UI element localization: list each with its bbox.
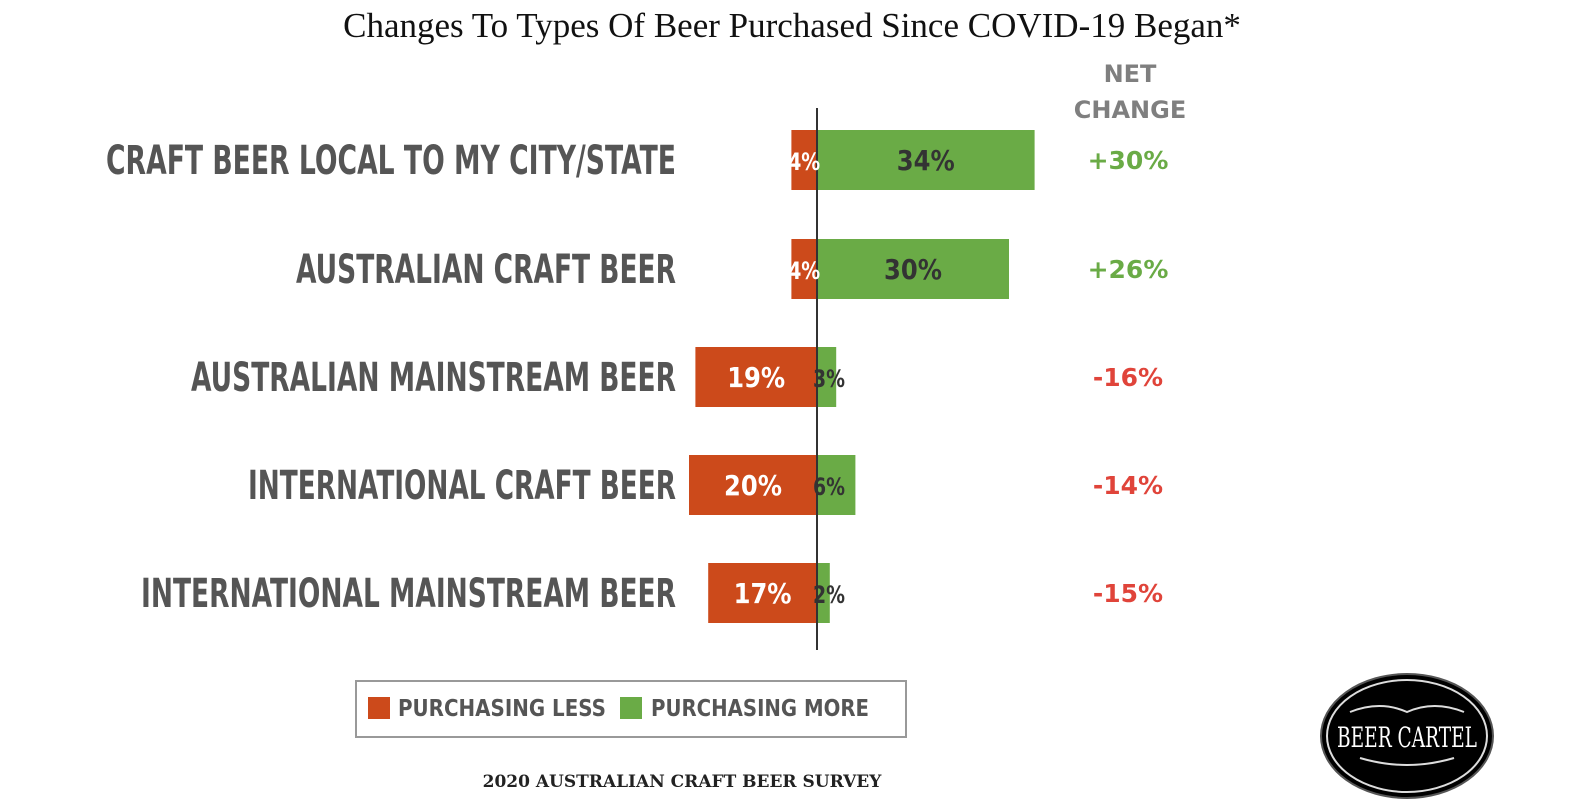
net-change-value: -14% (1093, 471, 1163, 500)
logo-text: BEER CARTEL (1337, 721, 1477, 754)
bar-purchasing-more (817, 239, 1009, 299)
bar-purchasing-more (817, 347, 837, 407)
net-change-value: +26% (1088, 255, 1169, 284)
net-change-value: -16% (1093, 363, 1163, 392)
bar-purchasing-less (708, 563, 817, 623)
legend-swatch-less (368, 697, 390, 719)
survey-note: 2020 AUSTRALIAN CRAFT BEER SURVEY (483, 772, 883, 792)
bars-layer (689, 130, 1035, 623)
legend-swatch-more (620, 697, 642, 719)
bar-purchasing-less (791, 130, 817, 190)
beer-cartel-logo: BEER CARTEL (1320, 673, 1494, 799)
bar-label-less: 17% (734, 577, 792, 610)
category-label: AUSTRALIAN CRAFT BEER (296, 247, 676, 293)
legend-label-less: PURCHASING LESS (398, 696, 606, 722)
bar-label-less: 20% (724, 469, 782, 502)
category-label: AUSTRALIAN MAINSTREAM BEER (191, 355, 676, 401)
bar-label-less: 4% (788, 257, 820, 285)
bar-label-more: 6% (813, 473, 845, 501)
bar-purchasing-less (689, 455, 817, 515)
net-change-header-line2: CHANGE (1074, 96, 1186, 124)
net-change-value: +30% (1088, 146, 1169, 175)
bar-label-more: 2% (813, 581, 845, 609)
bar-purchasing-less (695, 347, 817, 407)
bar-label-more: 30% (884, 253, 942, 286)
bar-purchasing-more (817, 130, 1035, 190)
category-label: INTERNATIONAL CRAFT BEER (248, 463, 676, 509)
legend-label-more: PURCHASING MORE (651, 696, 869, 722)
net-change-value: -15% (1093, 579, 1163, 608)
labels-layer: CRAFT BEER LOCAL TO MY CITY/STATE 4% 34% +3… (106, 138, 1168, 617)
legend: PURCHASING LESS PURCHASING MORE (355, 680, 907, 738)
bar-label-less: 19% (727, 361, 785, 394)
bar-label-more: 34% (897, 144, 955, 177)
chart-title: Changes To Types Of Beer Purchased Since… (343, 6, 1241, 45)
category-label: INTERNATIONAL MAINSTREAM BEER (141, 571, 676, 617)
net-change-header-line1: NET (1104, 60, 1157, 88)
bar-purchasing-less (791, 239, 817, 299)
category-label: CRAFT BEER LOCAL TO MY CITY/STATE (106, 138, 676, 184)
bar-purchasing-more (817, 563, 830, 623)
bar-label-more: 3% (813, 365, 845, 393)
bar-label-less: 4% (788, 148, 820, 176)
bar-purchasing-more (817, 455, 856, 515)
